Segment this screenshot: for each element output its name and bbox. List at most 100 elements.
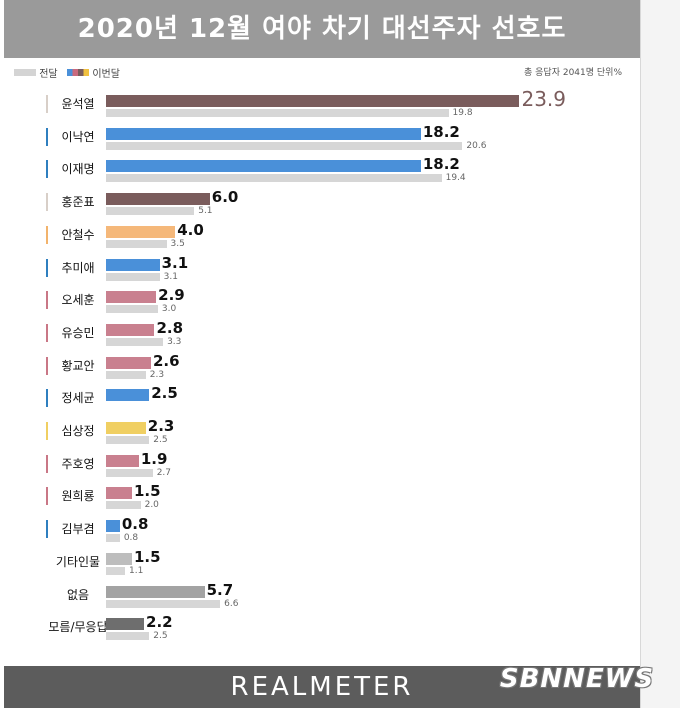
value-label-current: 1.9 — [140, 449, 168, 468]
value-label-current: 5.7 — [206, 580, 234, 599]
candidate-marker — [46, 422, 48, 440]
candidate-label: 원희룡 — [61, 489, 95, 504]
bar-current — [106, 323, 155, 336]
value-label-current: 2.6 — [152, 351, 180, 370]
candidate-marker — [46, 193, 48, 212]
value-label-previous: 5.1 — [198, 206, 213, 217]
candidate-label: 없음 — [66, 587, 90, 602]
candidate-marker — [46, 258, 48, 277]
value-label-current: 2.9 — [158, 286, 185, 305]
candidate-marker — [46, 454, 48, 473]
bar-previous — [106, 207, 195, 216]
bar-current — [106, 160, 421, 173]
candidate-marker — [46, 95, 48, 113]
candidate-label: 기타인물 — [55, 554, 101, 569]
value-label-previous: 3.1 — [163, 271, 178, 282]
value-label-previous: 19.8 — [452, 108, 473, 118]
candidate-label: 이낙연 — [61, 129, 95, 144]
value-label-current: 2.5 — [151, 384, 178, 403]
candidate-label: 유승민 — [61, 325, 95, 340]
bar-current — [106, 585, 205, 598]
realmeter-logo: REALMETER — [230, 672, 414, 702]
candidate-label: 황교안 — [61, 358, 95, 373]
bar-current — [106, 520, 120, 533]
bar-current — [106, 193, 210, 206]
bar-previous — [106, 174, 442, 183]
candidate-label: 윤석열 — [61, 97, 95, 111]
value-label-previous: 3.3 — [167, 336, 182, 347]
value-label-previous: 2.3 — [149, 369, 165, 380]
value-label-previous: 2.5 — [153, 631, 168, 642]
value-label-current: 3.1 — [161, 253, 189, 272]
sbnnews-watermark: SBNNEWS — [499, 664, 655, 694]
bar-previous — [106, 239, 167, 248]
value-label-current: 4.0 — [177, 220, 204, 239]
legend-swatch-cur — [67, 69, 90, 76]
value-label-previous: 19.4 — [445, 173, 466, 184]
bar-current — [106, 95, 520, 107]
value-label-current: 2.2 — [146, 613, 173, 632]
value-label-current: 18.2 — [422, 122, 460, 141]
candidate-label: 모름/무응답 — [48, 620, 108, 635]
value-label-previous: 2.0 — [144, 500, 159, 511]
bar-previous — [106, 468, 153, 477]
candidate-label: 심상정 — [61, 424, 95, 438]
bar-current — [106, 454, 139, 467]
candidate-label: 정세균 — [61, 391, 95, 406]
bar-current — [106, 422, 146, 434]
candidate-label: 추미애 — [61, 260, 95, 275]
value-label-previous: 3.5 — [170, 238, 185, 249]
candidate-marker — [46, 160, 48, 179]
candidate-marker — [46, 323, 48, 342]
legend-label-cur: 이번달 — [92, 69, 120, 80]
candidate-label: 김부겸 — [61, 522, 95, 537]
title-bar — [4, 0, 640, 58]
right-margin — [640, 0, 680, 708]
legend: 전달 이번달 — [14, 65, 120, 80]
footer-bar — [4, 666, 640, 708]
chart-title: 2020년 12월 여야 차기 대선주자 선호도 — [77, 14, 567, 44]
bar-current — [106, 487, 132, 500]
bar-previous — [106, 370, 146, 379]
bar-previous — [106, 534, 120, 543]
value-label-current: 6.0 — [211, 188, 239, 207]
bar-previous — [106, 109, 449, 117]
candidate-marker — [46, 487, 48, 506]
legend-swatch-prev — [14, 69, 36, 76]
candidate-marker — [46, 520, 48, 539]
value-label-previous: 2.5 — [153, 435, 168, 445]
candidate-marker — [46, 225, 48, 244]
bar-current — [106, 258, 160, 271]
bar-current — [106, 552, 132, 565]
value-label-current: 23.9 — [521, 87, 566, 111]
value-label-current: 1.5 — [133, 482, 161, 501]
candidate-marker — [46, 389, 48, 408]
value-label-current: 0.8 — [121, 515, 149, 534]
candidate-label: 홍준표 — [61, 195, 95, 210]
value-label-previous: 3.0 — [161, 304, 177, 315]
candidate-label: 이재명 — [61, 162, 95, 177]
bar-previous — [106, 337, 164, 346]
legend-label-prev: 전달 — [39, 69, 58, 80]
value-label-current: 18.2 — [422, 155, 460, 174]
bar-previous — [106, 272, 160, 281]
bar-previous — [106, 501, 141, 510]
bar-current — [106, 127, 421, 140]
value-label-current: 2.3 — [147, 417, 175, 435]
bar-previous — [106, 566, 126, 575]
value-label-current: 2.8 — [156, 318, 184, 337]
bar-previous — [106, 141, 463, 150]
bar-current — [106, 389, 150, 402]
value-label-previous: 0.8 — [123, 533, 139, 544]
right-divider — [640, 0, 641, 708]
candidate-marker — [46, 356, 48, 375]
candidate-marker — [46, 291, 48, 310]
value-label-previous: 1.1 — [129, 565, 144, 576]
candidate-label: 오세훈 — [61, 293, 95, 308]
bar-current — [106, 356, 151, 369]
bar-previous — [106, 632, 150, 641]
bar-previous — [106, 305, 158, 314]
bar-current — [106, 225, 176, 238]
value-label-previous: 20.6 — [466, 140, 487, 151]
